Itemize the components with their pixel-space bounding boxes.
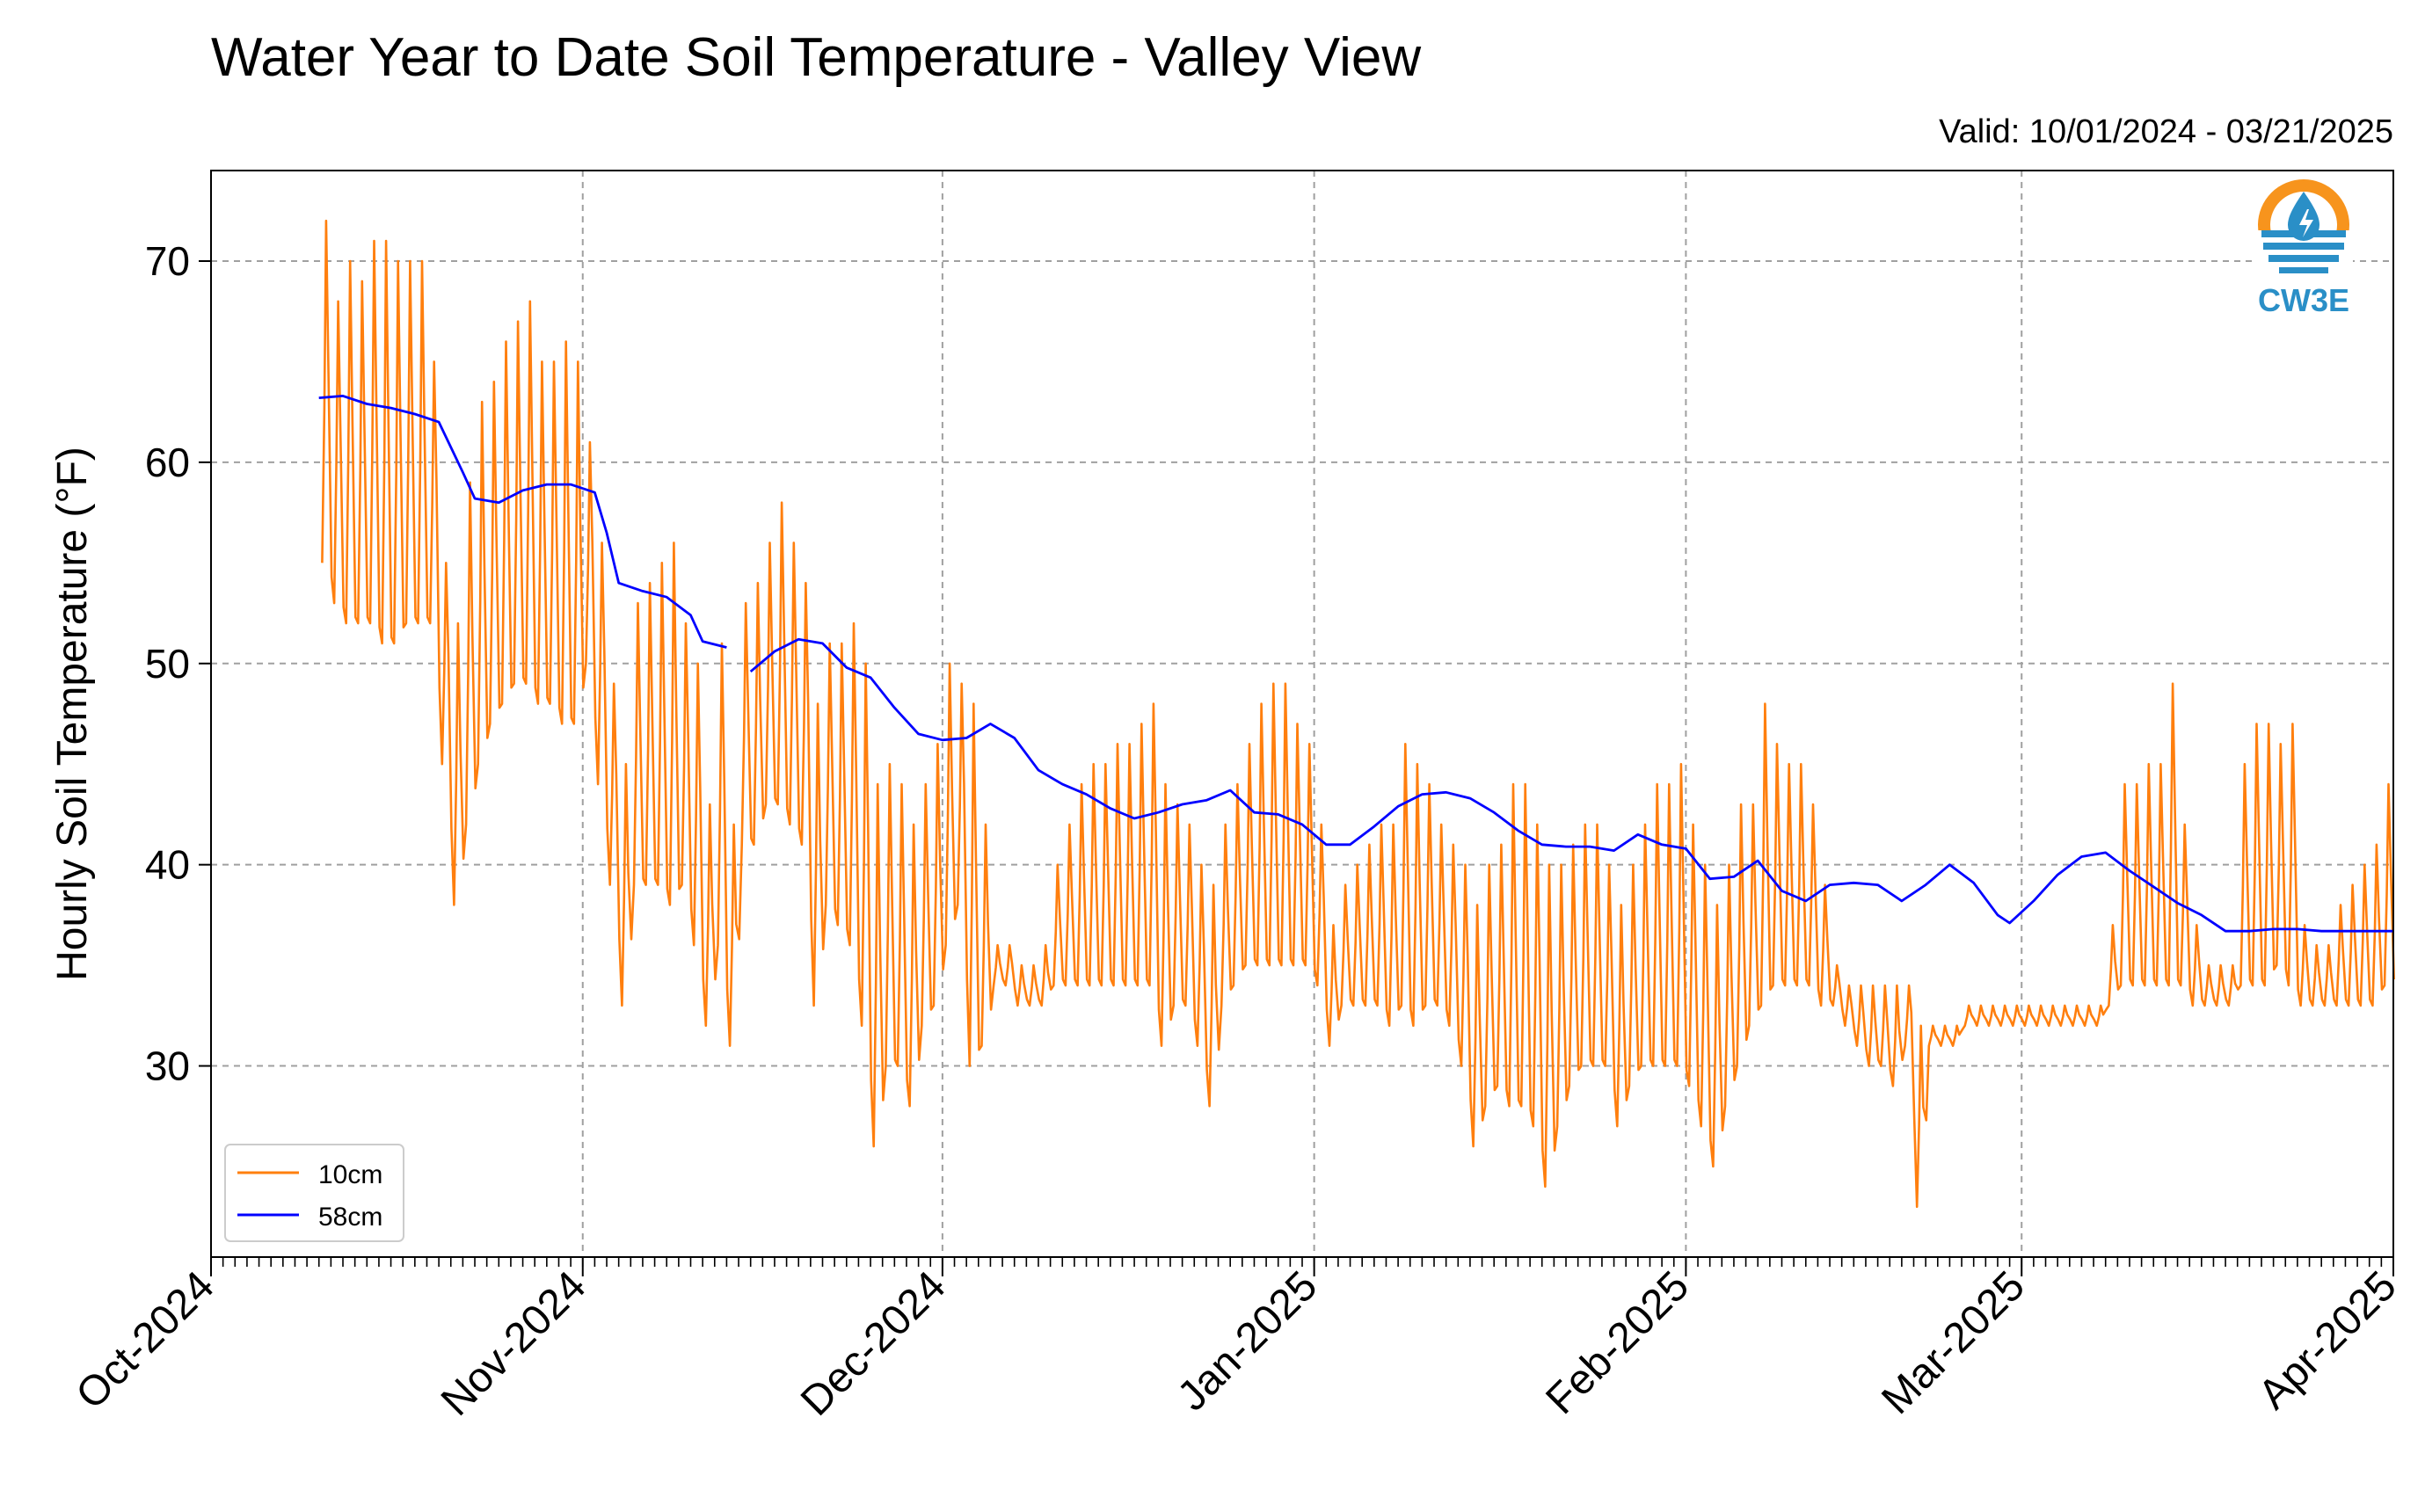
y-axis: 30 40 50 60 70 [145, 238, 211, 1089]
y-tick-label: 70 [145, 238, 190, 284]
legend-box [224, 1144, 404, 1242]
logo-text: CW3E [2258, 282, 2349, 318]
y-tick-label: 60 [145, 440, 190, 485]
y-tick-label: 40 [145, 842, 190, 888]
chart-title: Water Year to Date Soil Temperature - Va… [211, 27, 1421, 88]
y-axis-label: Hourly Soil Temperature (°F) [49, 447, 96, 981]
series-line-10cm [321, 219, 2395, 1209]
series-line-58cm [318, 395, 2393, 933]
y-tick-label: 30 [145, 1043, 190, 1089]
series-lines [318, 219, 2395, 1209]
y-tick-label: 50 [145, 641, 190, 687]
chart-subtitle: Valid: 10/01/2024 - 03/21/2025 [1939, 113, 2393, 150]
legend: 10cm 58cm [224, 1144, 404, 1242]
legend-label-58cm: 58cm [318, 1203, 382, 1232]
water-drop-sun-icon [2254, 179, 2353, 276]
legend-label-10cm: 10cm [318, 1160, 382, 1189]
grid-lines [211, 171, 2393, 1257]
cw3e-logo: CW3E [2254, 179, 2353, 318]
